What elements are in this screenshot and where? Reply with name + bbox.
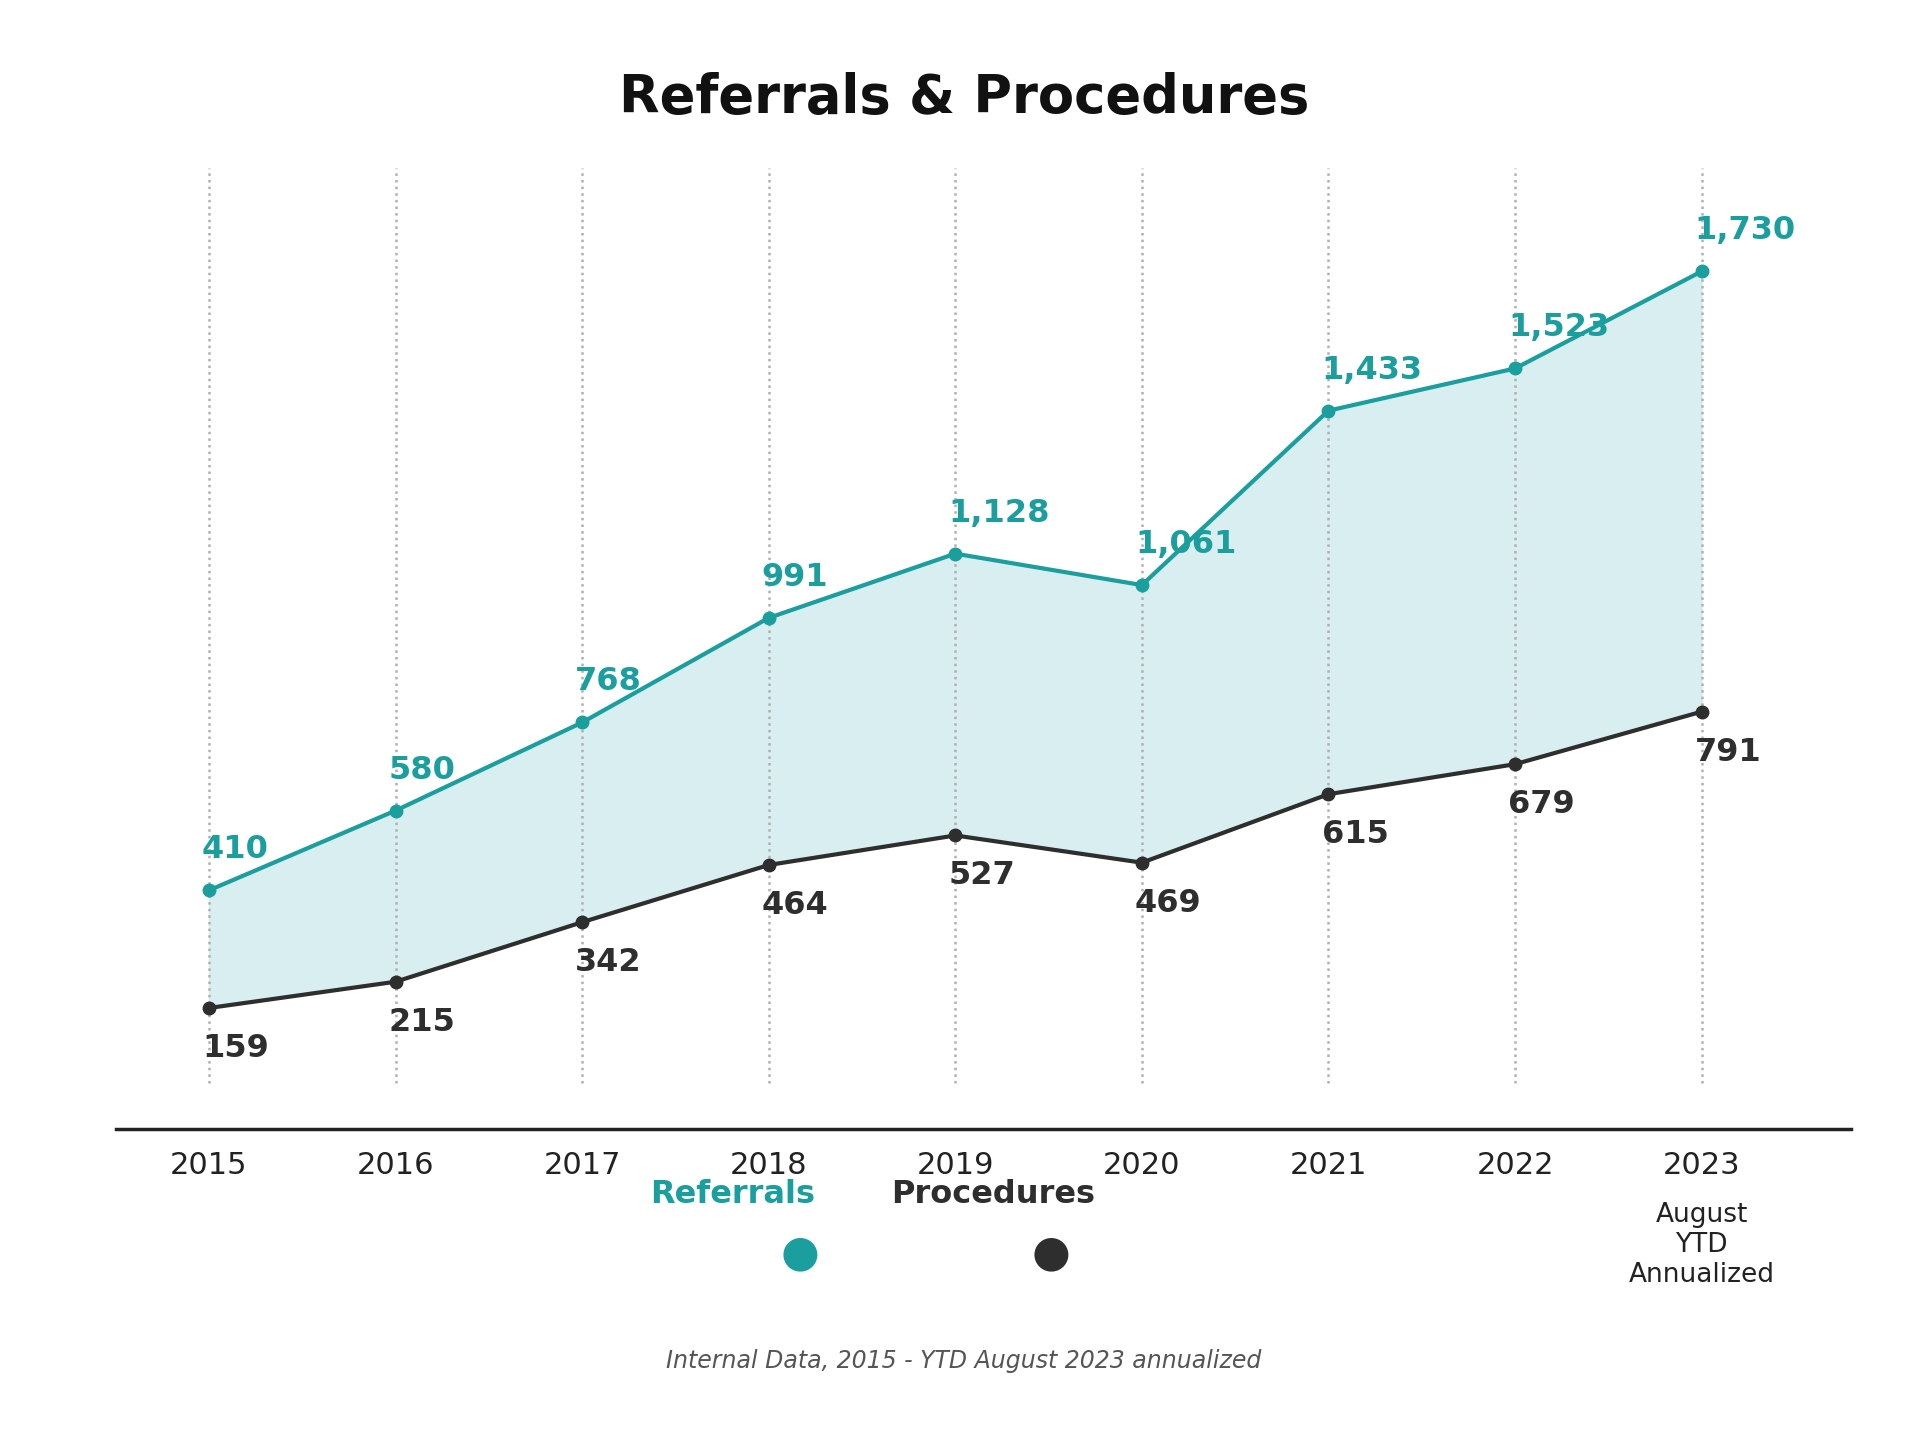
Text: 615: 615 <box>1321 820 1388 850</box>
Text: 1,523: 1,523 <box>1508 313 1610 343</box>
Text: 580: 580 <box>389 754 455 786</box>
Text: 791: 791 <box>1695 737 1762 767</box>
Text: 159: 159 <box>202 1032 268 1064</box>
Text: 1,061: 1,061 <box>1136 529 1236 560</box>
Text: 991: 991 <box>762 562 829 592</box>
Text: 410: 410 <box>202 834 268 866</box>
Text: 768: 768 <box>575 666 642 698</box>
Text: 469: 469 <box>1136 888 1201 918</box>
Text: 342: 342 <box>575 947 642 979</box>
Text: 1,128: 1,128 <box>949 498 1051 529</box>
Text: Referrals: Referrals <box>650 1179 816 1211</box>
Text: ●: ● <box>1031 1231 1070 1274</box>
Text: 679: 679 <box>1508 789 1575 820</box>
Text: 464: 464 <box>762 891 829 921</box>
Text: 1,433: 1,433 <box>1321 355 1423 385</box>
Text: Procedures: Procedures <box>891 1179 1095 1211</box>
Text: 215: 215 <box>389 1006 455 1038</box>
Text: 1,730: 1,730 <box>1695 216 1795 246</box>
Text: 527: 527 <box>949 860 1016 892</box>
Text: Internal Data, 2015 - YTD August 2023 annualized: Internal Data, 2015 - YTD August 2023 an… <box>667 1350 1261 1373</box>
Text: August
YTD
Annualized: August YTD Annualized <box>1629 1202 1774 1287</box>
Text: ●: ● <box>781 1231 819 1274</box>
Text: Referrals & Procedures: Referrals & Procedures <box>619 72 1309 125</box>
